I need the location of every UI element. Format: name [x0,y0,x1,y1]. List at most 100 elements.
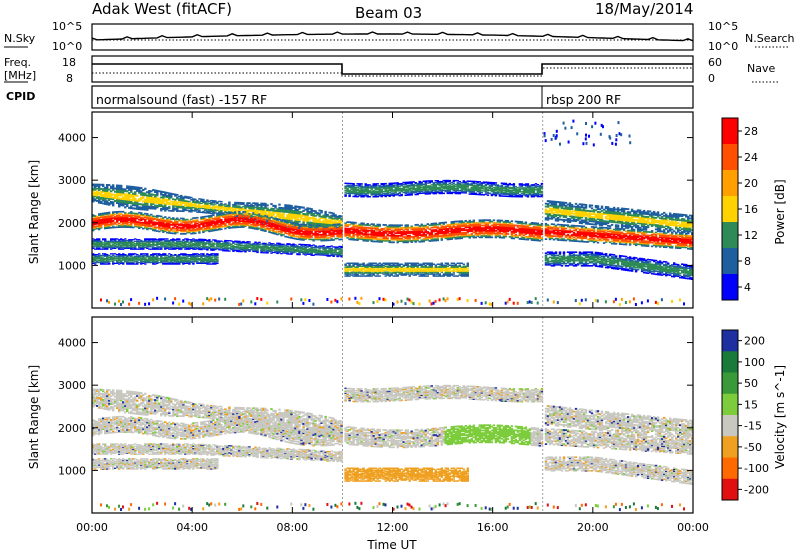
nsky-line [92,32,693,41]
power-cell [240,213,242,215]
power-cell [180,256,182,257]
power-cell [196,200,198,202]
power-cell [258,242,260,243]
nsearch-tick-top: 10^5 [708,20,738,33]
power-cell [240,242,242,243]
beam-title: Beam 03 [355,4,422,22]
power-cell [304,298,306,301]
power-cell [248,241,250,242]
power-cell [310,208,312,210]
power-cell [266,204,268,206]
power-cell [122,301,124,304]
power-cell [240,207,242,209]
power-cell [266,302,268,305]
power-cell [290,298,292,301]
power-cell [188,201,190,203]
power-cell [108,212,110,214]
power-cell [160,216,162,218]
power-cell [202,253,204,254]
power-cell [140,187,142,189]
nave-label: Nave [747,62,775,75]
power-cell [240,251,242,252]
power-cell [134,198,136,200]
power-cell [180,220,182,222]
power-cell [94,263,96,264]
power-cell [122,214,124,216]
power-cell [104,238,106,239]
power-cell [240,246,242,247]
power-cell [122,262,124,263]
power-cell [164,298,166,301]
power-cell [102,184,104,186]
freq-panel [92,56,693,82]
power-cell [180,233,182,235]
power-cell [144,303,146,306]
power-cell [144,188,146,190]
power-cell [256,297,258,300]
power-cell [122,249,124,250]
rti-plot: Adak West (fitACF) Beam 03 18/May/2014 N… [0,0,800,554]
power-cell [220,219,222,221]
power-cell [242,202,244,204]
power-cell [300,224,302,226]
power-cell [172,302,174,305]
power-cell [148,302,150,305]
power-cell [300,233,302,235]
power-cell [240,245,242,246]
freq-tick-top: 18 [62,56,76,69]
power-cell [108,263,110,264]
power-cell [308,299,310,302]
power-cell [300,246,302,247]
power-cell [224,298,226,301]
power-cell [140,212,142,214]
power-cell [108,301,110,304]
power-cell [180,247,182,248]
power-cell [290,205,292,207]
nsky-label: N.Sky [4,32,36,45]
nave-tick-top: 60 [708,56,722,69]
power-cell [312,303,314,306]
power-cell [192,263,194,264]
nsearch-tick-bottom: 10^0 [708,40,738,53]
power-cell [178,303,180,306]
power-cell [314,210,316,212]
power-cell [208,299,210,302]
power-cell [242,299,244,302]
power-cell [164,216,166,218]
power-cell [112,261,114,262]
nave-tick-bottom: 0 [708,72,715,85]
power-cell [276,301,278,304]
power-cell [260,298,262,301]
power-cell [180,243,182,244]
freq-tick-bottom: 8 [66,72,73,85]
power-cell [212,214,214,216]
power-cell [168,206,170,208]
power-cell [196,217,198,219]
power-cell [180,227,182,229]
power-cell [302,302,304,305]
freq-label: Freq. [4,56,31,69]
power-cell [124,238,126,239]
power-cell [218,298,220,301]
power-cell [118,300,120,303]
power-cell [122,188,124,190]
power-cell [120,185,122,187]
power-cell [228,250,230,251]
freq-trace [92,64,693,74]
power-cell [228,202,230,204]
power-cell [98,253,100,254]
power-cell [324,211,326,213]
power-cell [210,241,212,242]
power-cell [220,228,222,230]
power-cell [198,209,200,211]
nsearch-label: N.Search [745,32,795,45]
power-cell [166,238,168,239]
power-cell [106,299,108,302]
power-cell [152,298,154,301]
power-cell [300,298,302,301]
power-cell [300,211,302,213]
power-cell [220,201,222,203]
power-cell [176,194,178,196]
power-cell [322,245,324,246]
power-cell [150,214,152,216]
